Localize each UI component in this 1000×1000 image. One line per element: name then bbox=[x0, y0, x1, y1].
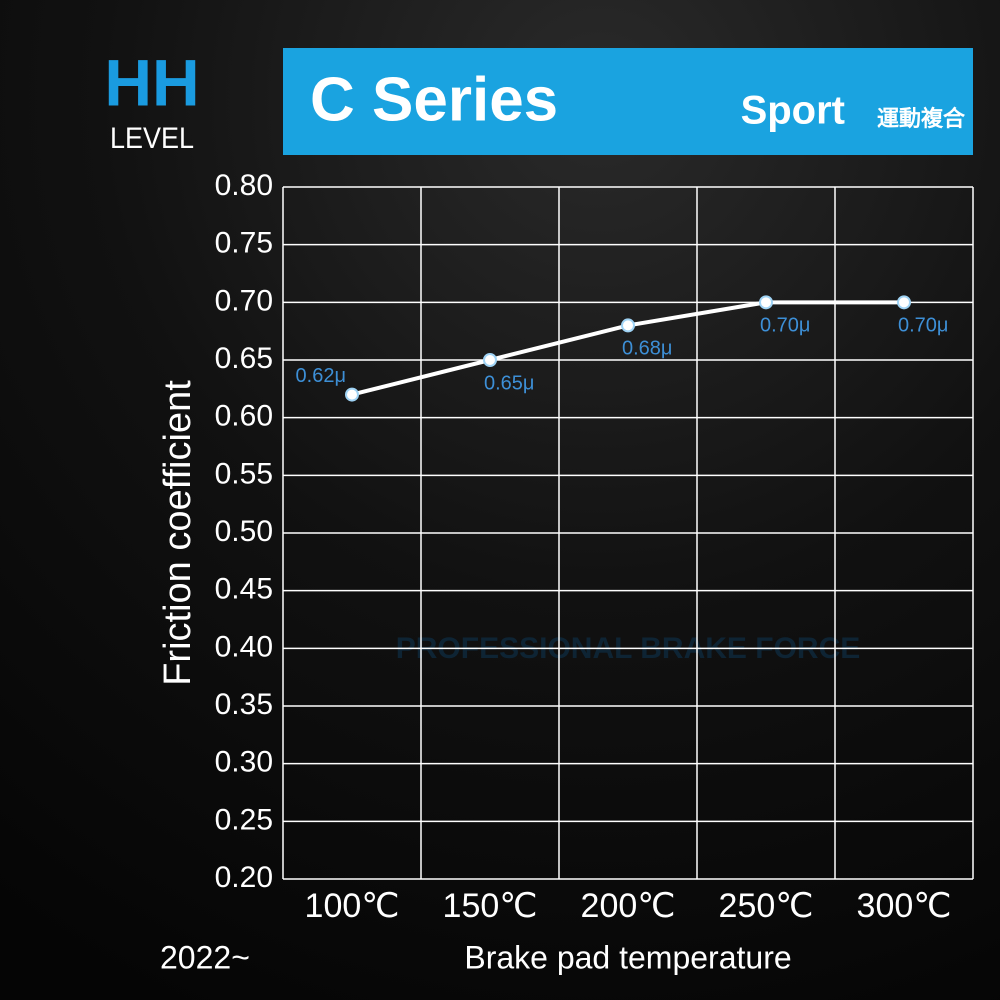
brand: HH bbox=[104, 45, 199, 119]
x-tick-label: 100℃ bbox=[305, 887, 400, 925]
x-tick-label: 250℃ bbox=[719, 887, 814, 925]
y-tick-label: 0.20 bbox=[215, 861, 273, 894]
point bbox=[621, 318, 635, 333]
point bbox=[483, 353, 497, 367]
note: 2022~ bbox=[160, 939, 250, 975]
y-tick-label: 0.50 bbox=[215, 515, 273, 548]
y-tick-label: 0.40 bbox=[215, 630, 273, 663]
y-tick-label: 0.30 bbox=[215, 746, 273, 779]
level: LEVEL bbox=[110, 122, 194, 155]
y-tick-label: 0.60 bbox=[215, 400, 273, 433]
x-tick-label: 300℃ bbox=[857, 887, 952, 925]
y-tick-label: 0.70 bbox=[215, 284, 273, 317]
y-tick-label: 0.55 bbox=[215, 457, 273, 490]
y-tick-label: 0.65 bbox=[215, 342, 273, 375]
badge-sub: 運動複合 bbox=[877, 106, 966, 131]
data-label: 0.70μ bbox=[898, 315, 948, 337]
y-tick-label: 0.75 bbox=[215, 227, 273, 260]
y-axis-title: Friction coefficient bbox=[157, 380, 199, 686]
y-tick-label: 0.25 bbox=[215, 803, 273, 836]
x-tick-label: 150℃ bbox=[443, 887, 538, 925]
point bbox=[345, 387, 359, 402]
badge: Sport bbox=[741, 89, 845, 133]
title-banner bbox=[283, 48, 973, 155]
data-label: 0.68μ bbox=[622, 338, 672, 360]
y-tick-label: 0.80 bbox=[215, 169, 273, 202]
point bbox=[897, 295, 911, 310]
x-axis-title: Brake pad temperature bbox=[464, 939, 791, 975]
point bbox=[759, 295, 773, 310]
data-label: 0.70μ bbox=[760, 315, 810, 337]
x-tick-label: 200℃ bbox=[581, 887, 676, 925]
y-tick-label: 0.45 bbox=[215, 573, 273, 606]
chart-title: C Series bbox=[310, 65, 558, 134]
y-tick-label: 0.35 bbox=[215, 688, 273, 721]
data-label: 0.65μ bbox=[484, 372, 534, 394]
data-label: 0.62μ bbox=[296, 365, 346, 387]
